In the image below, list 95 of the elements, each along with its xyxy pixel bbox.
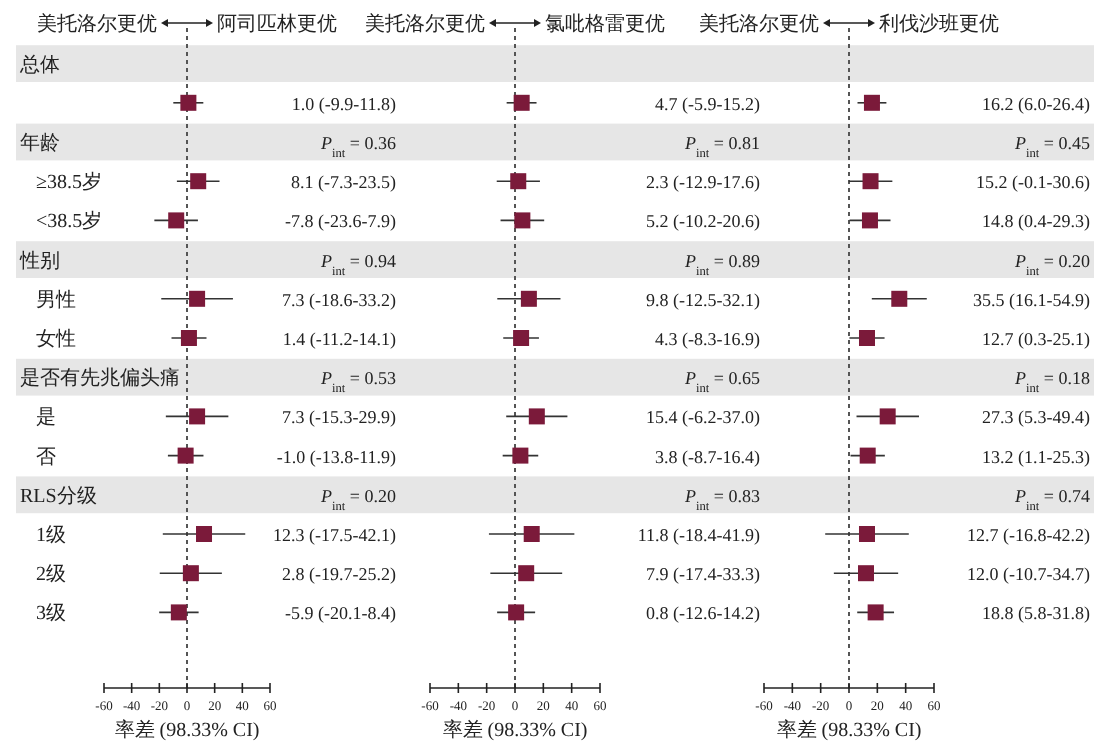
data-label: 0.8 (-12.6-14.2)	[646, 603, 760, 624]
point	[858, 565, 874, 582]
data-label: 11.8 (-18.4-41.9)	[637, 525, 760, 545]
point	[528, 408, 545, 425]
y-tick-label: 总体	[18, 52, 60, 77]
data-label: 7.9 (-17.4-33.3)	[646, 564, 760, 585]
text: P$_{int}$ = 0.53	[321, 368, 396, 396]
data-label: 1.0 (-9.9-11.8)	[291, 93, 396, 114]
data-label: 12.0 (-10.7-34.7)	[967, 564, 1090, 585]
y-tick-label: 性别	[18, 248, 60, 273]
text: 美托洛尔更优	[365, 12, 485, 36]
point	[518, 565, 535, 582]
text: 阿司匹林更优	[217, 12, 337, 36]
point	[513, 330, 530, 346]
text: P$_{int}$ = 0.20	[321, 485, 396, 513]
text: P$_{int}$ = 0.18	[1015, 368, 1090, 396]
point	[863, 94, 880, 111]
data-label: 8.1 (-7.3-23.5)	[291, 172, 396, 193]
data-label: 14.8 (0.4-29.3)	[982, 211, 1090, 232]
data-label: -1.0 (-13.8-11.9)	[276, 446, 396, 467]
point	[508, 604, 525, 621]
y-tick-label: 3级	[36, 601, 66, 626]
point	[858, 526, 875, 542]
data-label: 7.3 (-15.3-29.9)	[282, 407, 396, 428]
text: 美托洛尔更优	[37, 12, 157, 36]
text: P$_{int}$ = 0.20	[1015, 250, 1090, 278]
text: 利伐沙班更优	[879, 12, 999, 36]
text: 氯吡格雷更优	[545, 12, 665, 36]
point	[177, 447, 194, 464]
point	[520, 290, 537, 307]
text: P$_{int}$ = 0.81	[685, 133, 760, 160]
data-label: 4.3 (-8.3-16.9)	[655, 329, 760, 349]
y-tick-label: RLS分级	[20, 483, 97, 508]
point	[512, 447, 529, 464]
data-label: 15.4 (-6.2-37.0)	[646, 407, 760, 428]
data-label: 18.8 (5.8-31.8)	[982, 603, 1090, 624]
text: P$_{int}$ = 0.65	[685, 368, 760, 396]
data-label: 7.3 (-18.6-33.2)	[282, 289, 396, 310]
data-label: 12.7 (0.3-25.1)	[982, 329, 1090, 349]
point	[879, 408, 896, 425]
text: P$_{int}$ = 0.45	[1015, 133, 1090, 160]
x-axis-title: 率差 (98.33% CI)	[442, 718, 588, 742]
data-label: 2.3 (-12.9-17.6)	[646, 172, 760, 193]
data-label: 3.8 (-8.7-16.4)	[655, 446, 760, 467]
text: P$_{int}$ = 0.36	[321, 133, 396, 160]
point	[510, 173, 527, 190]
data-label: 9.8 (-12.5-32.1)	[646, 289, 760, 310]
y-tick-label: 是否有先兆偏头痛	[20, 366, 180, 391]
y-tick-label: 是	[36, 407, 56, 430]
x-axis-title: 率差 (98.33% CI)	[776, 718, 922, 742]
point	[190, 173, 207, 190]
text: P$_{int}$ = 0.74	[1015, 485, 1090, 513]
point	[891, 290, 908, 307]
point	[862, 173, 879, 190]
text: P$_{int}$ = 0.89	[685, 250, 760, 278]
point	[180, 94, 197, 111]
y-tick-label: 否	[36, 446, 56, 469]
text: P$_{int}$ = 0.83	[685, 485, 760, 513]
point	[859, 447, 876, 464]
y-tick-label: 年龄	[20, 131, 60, 155]
y-tick-label: 女性	[36, 327, 76, 351]
data-label: 16.2 (6.0-26.4)	[982, 93, 1090, 114]
y-tick-label: ≥38.5岁	[36, 170, 102, 195]
point	[867, 604, 884, 621]
data-label: 35.5 (16.1-54.9)	[973, 289, 1090, 310]
y-tick-label: 男性	[36, 287, 76, 312]
point	[189, 290, 206, 307]
text: P$_{int}$ = 0.94	[321, 250, 396, 278]
point	[523, 526, 540, 542]
point	[180, 330, 197, 346]
point	[514, 212, 531, 229]
data-label: 5.2 (-10.2-20.6)	[646, 211, 760, 232]
point	[182, 565, 199, 582]
data-label: 27.3 (5.3-49.4)	[982, 407, 1090, 428]
point	[861, 212, 878, 229]
point	[168, 212, 185, 229]
data-label: -5.9 (-20.1-8.4)	[285, 603, 396, 624]
x-axis-title: 率差 (98.33% CI)	[114, 718, 260, 742]
y-tick-label: <38.5岁	[36, 209, 103, 234]
data-label: 12.7 (-16.8-42.2)	[967, 525, 1090, 545]
point	[513, 94, 530, 111]
data-label: 15.2 (-0.1-30.6)	[976, 172, 1090, 193]
point	[858, 330, 875, 346]
y-tick-label: 2级	[36, 562, 66, 587]
point	[189, 408, 206, 425]
data-label: 1.4 (-11.2-14.1)	[282, 329, 396, 349]
data-label: 4.7 (-5.9-15.2)	[655, 93, 760, 114]
data-label: 13.2 (1.1-25.3)	[982, 446, 1090, 467]
y-tick-label: 1级	[36, 523, 66, 547]
data-label: -7.8 (-23.6-7.9)	[285, 211, 396, 232]
text: 美托洛尔更优	[699, 12, 819, 36]
data-label: 2.8 (-19.7-25.2)	[282, 564, 396, 585]
point	[170, 604, 187, 621]
data-label: 12.3 (-17.5-42.1)	[273, 525, 396, 545]
point	[196, 526, 213, 542]
